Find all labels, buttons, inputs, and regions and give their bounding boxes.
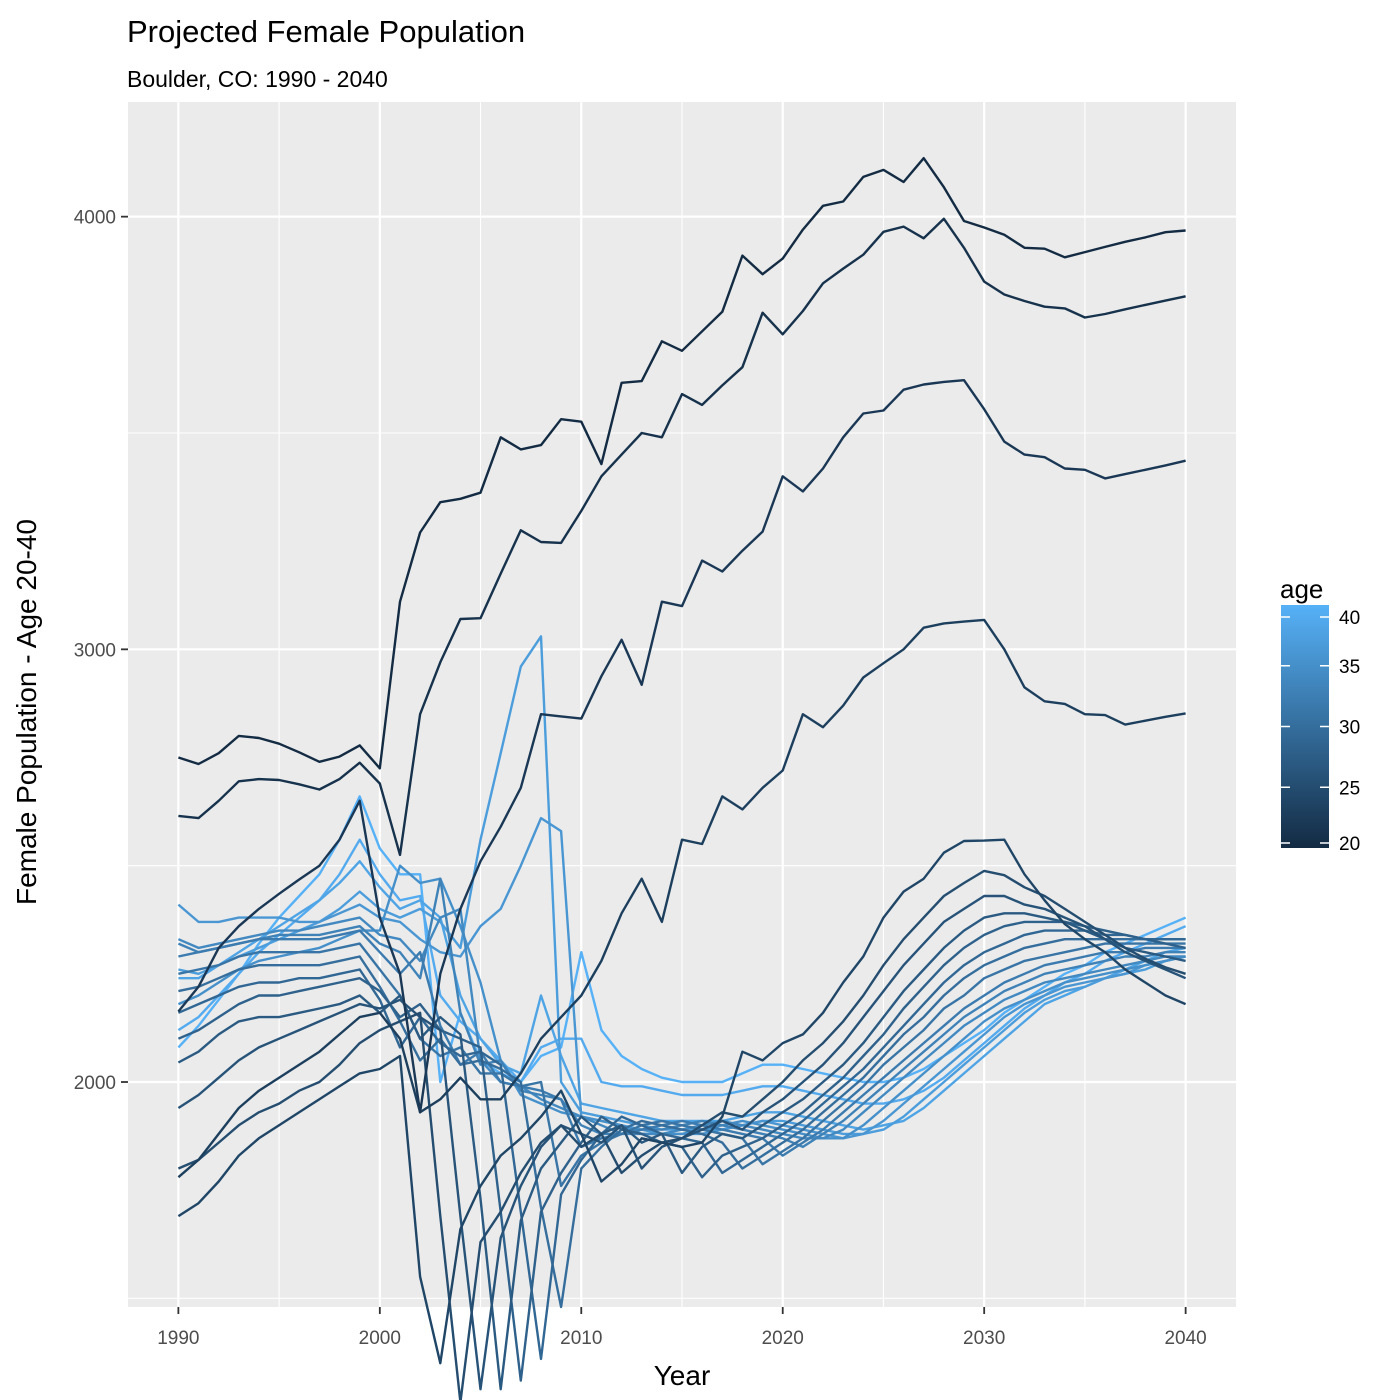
legend-tick-label: 30: [1339, 718, 1360, 739]
x-tick-label: 1990: [157, 1328, 199, 1349]
legend-ticks: 20 25 30 35 40: [1281, 608, 1360, 855]
series-lines: [177, 157, 1187, 1400]
x-tick-label: 2030: [963, 1328, 1005, 1349]
legend-tick-label: 25: [1339, 778, 1360, 799]
x-tick-label: 2000: [359, 1328, 401, 1349]
series-line-age-30: [178, 938, 1186, 1309]
y-tick-label: 3000: [74, 640, 116, 661]
series-line-age-23: [177, 618, 1186, 1179]
series-line-age-35: [177, 864, 1186, 1140]
x-tick-label: 2040: [1164, 1328, 1206, 1349]
y-axis-label: Female Population - Age 20-40: [11, 519, 42, 905]
chart-title: Projected Female Population: [127, 14, 525, 49]
series-line-age-24: [177, 838, 1187, 1365]
x-axis-ticks: 1990 2000 2010 2020 2030 2040: [157, 1307, 1207, 1349]
x-tick-label: 2020: [762, 1328, 804, 1349]
x-tick-label: 2010: [560, 1328, 602, 1349]
series-line-age-20: [178, 157, 1186, 770]
series-line-age-32: [178, 929, 1186, 1157]
x-axis-label: Year: [654, 1360, 711, 1391]
series-line-age-25: [177, 869, 1186, 1400]
grid-minor: [128, 102, 1236, 1307]
series-line-age-21: [178, 217, 1186, 857]
series-line-age-27: [177, 912, 1186, 1391]
y-tick-label: 4000: [74, 208, 116, 229]
series-line-age-39: [177, 838, 1187, 1105]
legend-title: age: [1280, 574, 1323, 604]
legend-tick-label: 35: [1339, 657, 1360, 678]
chart-subtitle: Boulder, CO: 1990 - 2040: [127, 66, 388, 92]
legend: age 20 25 30 35 40: [1280, 574, 1360, 855]
legend-tick-label: 20: [1339, 834, 1360, 855]
series-line-age-31: [178, 942, 1186, 1188]
legend-tick-label: 40: [1339, 608, 1360, 629]
y-axis-ticks: 2000 3000 4000: [74, 208, 128, 1094]
y-tick-label: 2000: [74, 1073, 116, 1094]
series-line-age-22: [177, 379, 1186, 1114]
